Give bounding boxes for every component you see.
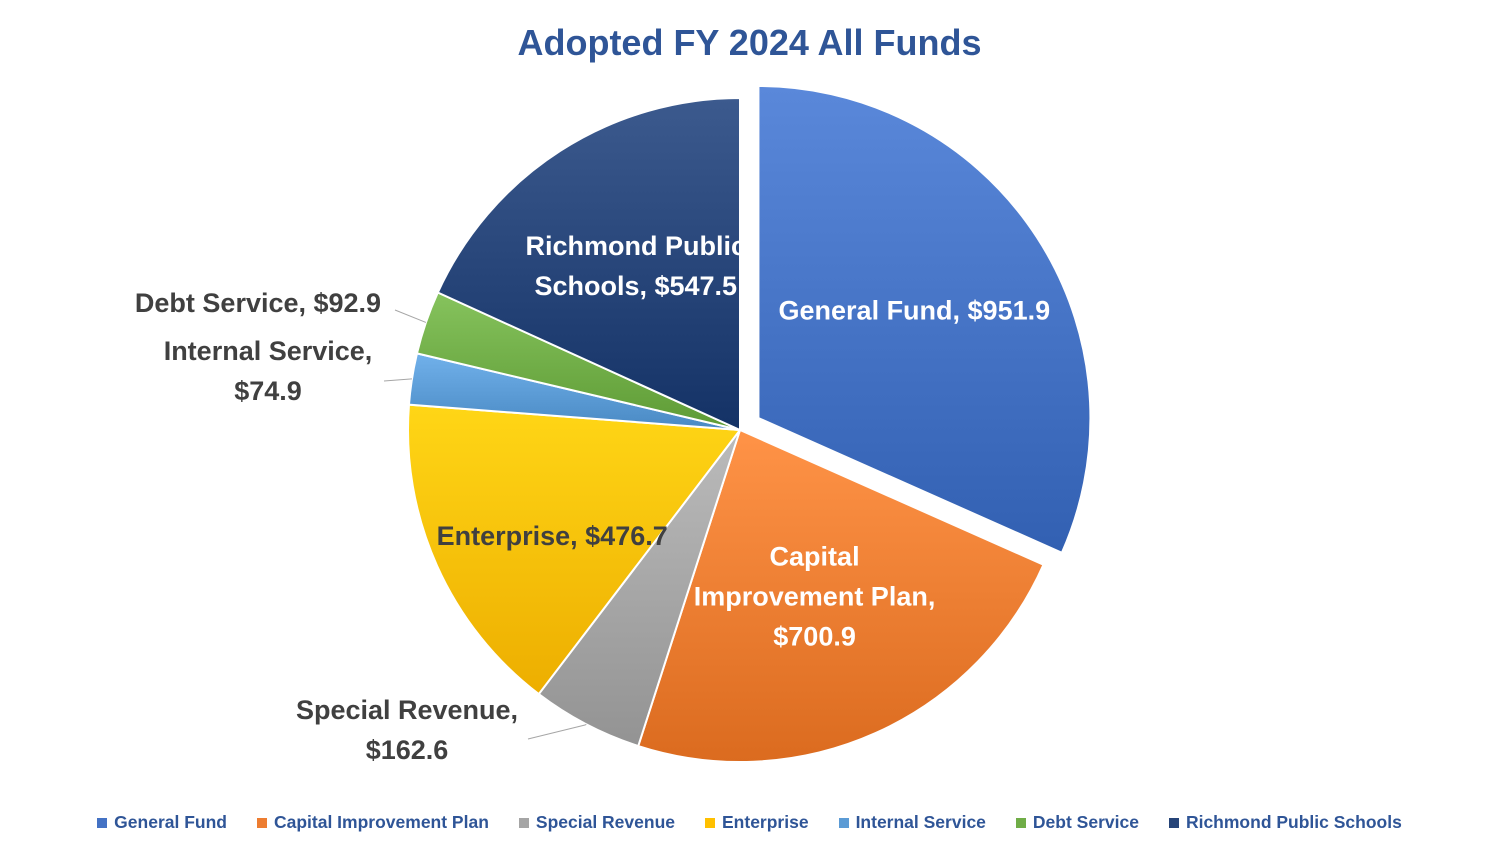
pie-slices: [407, 85, 1092, 763]
legend-swatch: [97, 817, 108, 828]
legend-item: Internal Service: [838, 812, 986, 833]
legend-label: Capital Improvement Plan: [273, 812, 489, 832]
pie-slice-richmond-public-schools: [436, 96, 741, 432]
slice-labels: General Fund, $951.9 Capital Improvement P…: [135, 231, 1050, 765]
legend-swatch: [256, 817, 267, 828]
legend-label: Richmond Public Schools: [1185, 812, 1402, 832]
slice-label: Capital Improvement Plan, $700.9: [694, 542, 936, 652]
legend: General Fund Capital Improvement Plan Spec…: [0, 812, 1499, 833]
legend-item: Capital Improvement Plan: [256, 812, 489, 833]
pie-slice-general-fund: [757, 85, 1092, 555]
legend-item: Special Revenue: [518, 812, 675, 833]
slice-label: Enterprise, $476.7: [437, 521, 668, 551]
legend-swatch: [1168, 817, 1179, 828]
slice-label: Debt Service, $92.9: [135, 288, 381, 318]
legend-swatch: [705, 817, 715, 828]
leader-line: [394, 309, 427, 323]
legend-swatch: [838, 817, 849, 828]
legend-item: General Fund: [97, 812, 227, 833]
chart-title: Adopted FY 2024 All Funds: [517, 22, 982, 63]
legend-label: Special Revenue: [535, 812, 675, 832]
slice-label: Special Revenue, $162.6: [296, 695, 518, 765]
legend-label: Debt Service: [1032, 812, 1139, 832]
slice-label: Richmond Public Schools, $547.5: [526, 231, 747, 301]
legend-item: Enterprise: [705, 812, 809, 833]
pie-slice-capital-improvement-plan: [636, 428, 1045, 763]
legend-label: General Fund: [114, 812, 227, 832]
legend-label: Enterprise: [722, 812, 809, 832]
legend-swatch: [1015, 817, 1026, 828]
slice-label: General Fund, $951.9: [779, 296, 1051, 326]
legend-swatch: [518, 817, 529, 828]
leader-line: [383, 378, 412, 382]
leader-lines: [383, 309, 587, 740]
legend-item: Richmond Public Schools: [1168, 812, 1402, 833]
leader-line: [527, 723, 587, 740]
legend-item: Debt Service: [1015, 812, 1139, 833]
legend-label: Internal Service: [855, 812, 986, 832]
slice-label: Internal Service, $74.9: [164, 336, 373, 406]
pie-slice-enterprise: [407, 403, 742, 696]
